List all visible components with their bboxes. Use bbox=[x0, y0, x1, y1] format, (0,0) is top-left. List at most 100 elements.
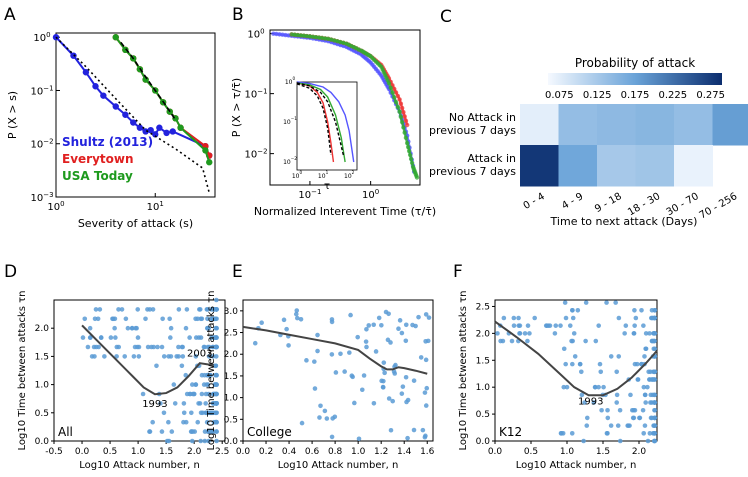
scatter-point bbox=[643, 331, 649, 336]
scatter-point bbox=[363, 339, 369, 344]
scatter-point bbox=[184, 307, 190, 312]
x-tick-label: 2.5 bbox=[215, 447, 229, 457]
scatter-point bbox=[652, 308, 658, 313]
scatter-point bbox=[318, 403, 323, 409]
y-tick-label: 2.0 bbox=[476, 329, 491, 339]
scatter-point bbox=[214, 297, 219, 303]
scatter-point bbox=[135, 307, 141, 312]
data-point bbox=[386, 80, 392, 86]
scatter-point bbox=[379, 322, 384, 328]
scatter-point bbox=[652, 392, 657, 398]
x-tick-label: 0.0 bbox=[488, 447, 503, 457]
scatter-point bbox=[516, 315, 521, 321]
y-tick-label: 0.5 bbox=[35, 409, 49, 419]
inset-series-3 bbox=[296, 82, 345, 156]
inset-x-tick-label: 100 bbox=[292, 170, 303, 180]
scatter-point bbox=[196, 335, 202, 340]
scatter-point bbox=[333, 370, 339, 375]
scatter-point bbox=[380, 384, 386, 390]
panel-b: 10−1 100 100 10−1 10−2 Normalized Interevent … bbox=[230, 28, 436, 218]
panel-label: K12 bbox=[499, 425, 522, 439]
scatter-point bbox=[575, 308, 581, 313]
scatter-point bbox=[397, 318, 403, 323]
scatter-point bbox=[113, 335, 118, 340]
data-point bbox=[401, 125, 406, 130]
scatter-point bbox=[149, 344, 154, 350]
panel-e: 0.0 0.2 0.4 0.6 0.8 1.0 1.2 1.4 1.6 0.0 0.5 1.0 1.5 2… bbox=[206, 291, 435, 471]
scatter-point bbox=[206, 391, 211, 397]
scatter-point bbox=[423, 357, 429, 363]
scatter-point bbox=[399, 330, 405, 336]
scatter-point bbox=[92, 316, 98, 322]
scatter-point bbox=[199, 316, 205, 322]
inset-y-tick-label: 100 bbox=[285, 76, 296, 86]
x-tick-label: 10−1 bbox=[298, 188, 321, 201]
scatter-point bbox=[214, 372, 219, 378]
scatter-point bbox=[570, 361, 575, 367]
heatmap-cell bbox=[635, 104, 675, 146]
scatter-point bbox=[187, 391, 193, 397]
inset-series-0 bbox=[296, 81, 355, 163]
y-tick-label: 100 bbox=[247, 28, 264, 41]
scatter-point bbox=[532, 315, 537, 321]
x-axis-label: Log10 Attack number, n bbox=[79, 460, 200, 471]
scatter-point bbox=[571, 331, 577, 336]
scatter-point bbox=[160, 316, 165, 322]
scatter-point bbox=[591, 400, 597, 405]
y-tick-label: 1.0 bbox=[476, 383, 491, 393]
data-point bbox=[177, 124, 184, 131]
scatter-point bbox=[386, 311, 391, 317]
panel-letter-f: F bbox=[453, 262, 463, 282]
scatter-point bbox=[645, 438, 651, 444]
scatter-point bbox=[416, 314, 421, 320]
data-point bbox=[390, 90, 395, 95]
scatter-point bbox=[423, 312, 429, 317]
scatter-point bbox=[546, 323, 551, 328]
scatter-point bbox=[134, 325, 139, 331]
data-point bbox=[112, 34, 119, 41]
x-tick-label: 0.5 bbox=[103, 447, 117, 457]
scatter-point bbox=[150, 419, 155, 425]
heatmap-cell bbox=[597, 145, 636, 187]
heatmap-column-label: 4 - 9 bbox=[560, 191, 585, 212]
heatmap-column-label: 70 - 256 bbox=[698, 191, 740, 221]
y-axis-label: P (X > s) bbox=[6, 91, 19, 139]
scatter-point bbox=[123, 316, 129, 322]
scatter-point bbox=[145, 344, 151, 350]
scatter-point bbox=[147, 307, 153, 312]
trend-line bbox=[81, 324, 214, 396]
x-tick-label: 0.6 bbox=[305, 447, 320, 457]
scatter-point bbox=[131, 354, 137, 359]
x-tick-label: 1.0 bbox=[560, 447, 575, 457]
scatter-point bbox=[206, 354, 212, 359]
x-tick-label: -0.5 bbox=[45, 447, 63, 457]
y-tick-label: 2.5 bbox=[224, 329, 238, 339]
scatter-point bbox=[579, 392, 585, 398]
x-tick-label: 1.4 bbox=[397, 447, 412, 457]
scatter-point bbox=[643, 346, 649, 352]
scatter-point bbox=[640, 407, 646, 413]
scatter-point bbox=[608, 354, 614, 359]
scatter-point bbox=[617, 407, 623, 413]
scatter-point bbox=[608, 423, 614, 428]
scatter-point bbox=[652, 338, 657, 344]
scatter-point bbox=[204, 419, 210, 425]
scatter-point bbox=[616, 354, 622, 359]
data-point bbox=[397, 97, 402, 102]
scatter-point bbox=[168, 354, 174, 359]
fit-line bbox=[120, 41, 177, 121]
scatter-point bbox=[176, 344, 181, 350]
scatter-point bbox=[212, 307, 217, 312]
scatter-point bbox=[315, 332, 320, 338]
trend-line bbox=[242, 325, 428, 375]
scatter-point bbox=[635, 377, 641, 382]
scatter-point bbox=[206, 344, 212, 350]
scatter-point bbox=[570, 338, 575, 344]
scatter-point bbox=[197, 307, 203, 312]
scatter-point bbox=[338, 351, 343, 357]
data-point bbox=[395, 104, 401, 110]
scatter-point bbox=[167, 316, 172, 322]
y-tick-label: 10−3 bbox=[30, 191, 53, 204]
scatter-point bbox=[517, 331, 522, 336]
scatter-point bbox=[617, 438, 623, 444]
